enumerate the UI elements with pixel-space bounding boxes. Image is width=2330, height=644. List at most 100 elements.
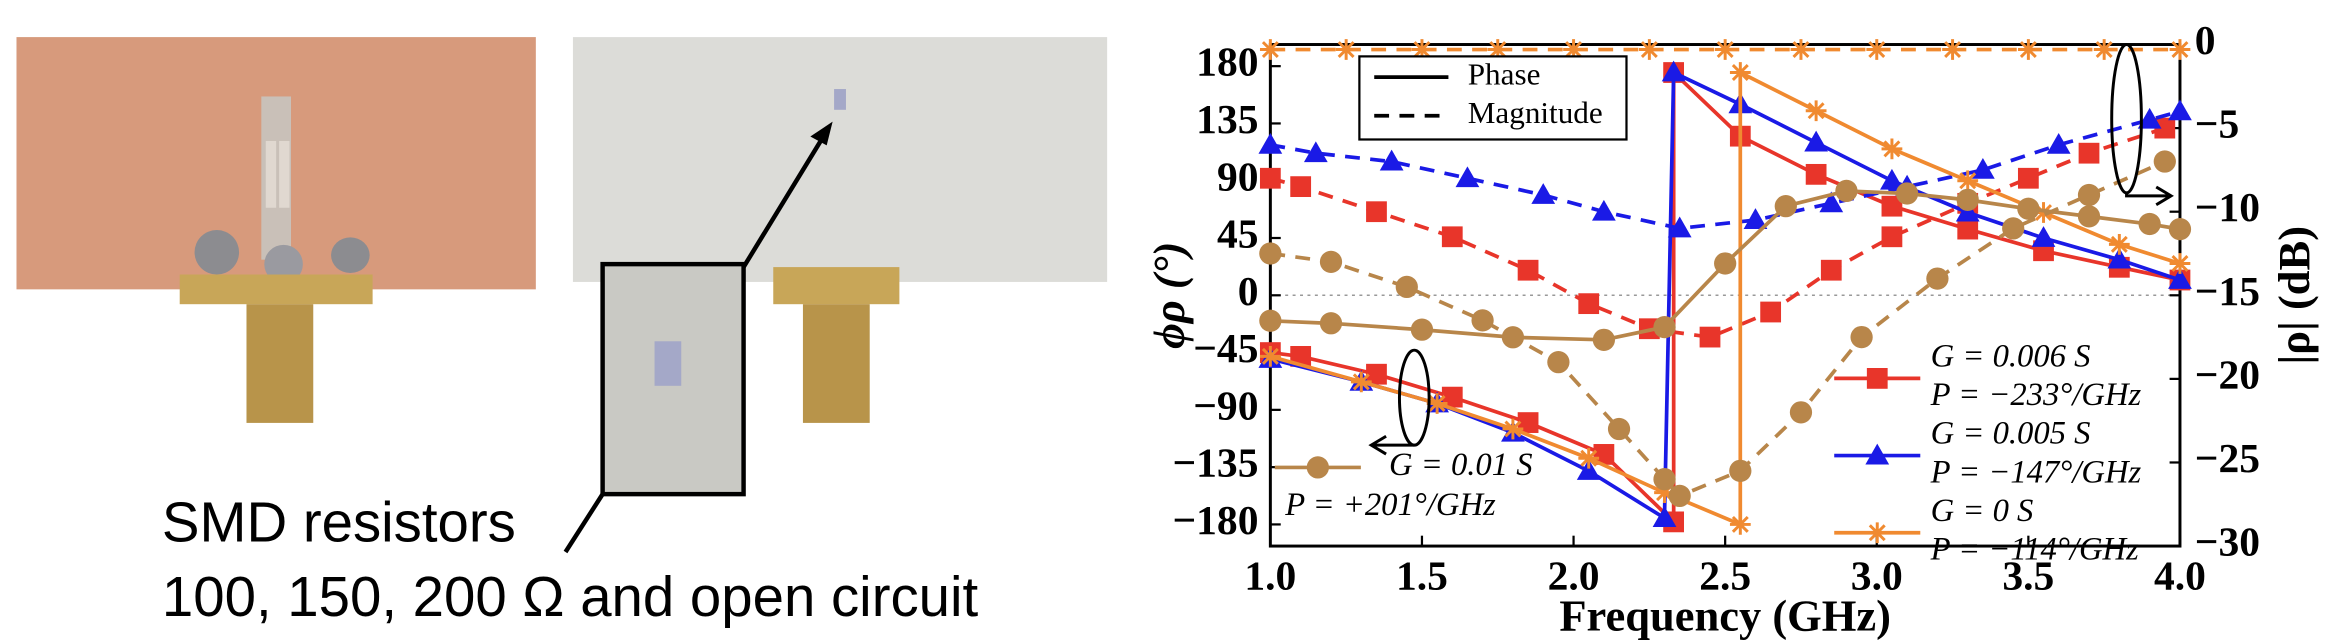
legend-box [1358, 55, 1628, 141]
photo-caption: 100, 150, 200 Ω and open circuit [162, 565, 979, 628]
marker [1866, 368, 1888, 389]
series-note: P = −233°/GHz [1930, 377, 2142, 413]
marker [1804, 130, 1828, 152]
marker [1366, 201, 1387, 223]
marker [2168, 99, 2192, 121]
y-tick-label: 180 [1196, 39, 1258, 85]
y-tick-label: 45 [1217, 211, 1259, 257]
y-tick-label: 0 [1238, 268, 1259, 314]
marker [2031, 226, 2056, 247]
marker [2153, 150, 2176, 173]
x-tick-label: 1.0 [1244, 553, 1296, 599]
series-note: P = +201°/GHz [1284, 487, 1496, 523]
marker [1820, 259, 1842, 281]
marker [1668, 484, 1691, 508]
marker [1303, 141, 1328, 163]
y-tick-label: −180 [1173, 497, 1259, 543]
marker [1487, 39, 1509, 60]
y-tick-label: 135 [1196, 96, 1258, 142]
series-name: G = 0.01 S [1389, 447, 1532, 483]
marker [1743, 208, 1768, 229]
marker [1789, 401, 1813, 424]
photo-caption: SMD resistors [162, 491, 516, 554]
legend-label: Magnitude [1468, 95, 1603, 130]
marker [2108, 233, 2130, 255]
x-tick-label: 4.0 [2154, 553, 2206, 599]
marker [1319, 312, 1343, 335]
marker [1335, 39, 1357, 60]
y2-tick-label: −10 [2195, 184, 2260, 230]
marker [1306, 456, 1329, 479]
y-tick-label: 90 [1217, 153, 1259, 199]
y2-tick-label: −15 [2195, 268, 2260, 314]
axis-arrow [2125, 185, 2174, 207]
y-tick-label: −90 [1193, 382, 1258, 428]
y-tick-label: −45 [1193, 325, 1258, 371]
marker [2077, 205, 2101, 228]
marker [1455, 166, 1480, 188]
marker [1411, 39, 1433, 60]
x-tick-label: 3.5 [2002, 553, 2054, 599]
series-line [1269, 126, 2166, 340]
marker [1259, 167, 1281, 189]
y2-tick-label: −20 [2195, 351, 2260, 397]
x-axis-label: Frequency (GHz) [1559, 590, 1891, 640]
marker [1652, 506, 1677, 527]
marker [1563, 39, 1584, 60]
marker [1729, 62, 1751, 83]
chart: 1.0 1.5 2.0 2.5 3.0 3.5 4.0 −180 −135 −90 −45 0 45 90… [1144, 17, 2319, 640]
marker [1850, 325, 1873, 349]
series-note: P = −114°/GHz [1930, 531, 2139, 567]
marker [1259, 346, 1281, 367]
axis-indicator [2110, 43, 2143, 195]
series-name: G = 0 S [1931, 493, 2034, 529]
marker [1699, 326, 1721, 348]
marker [1517, 259, 1539, 281]
marker [1366, 363, 1387, 385]
marker [1729, 459, 1752, 482]
marker [1319, 250, 1343, 273]
marker [1760, 301, 1782, 323]
marker [1547, 351, 1570, 374]
marker [2168, 268, 2192, 289]
series-name: G = 0.006 S [1931, 339, 2091, 375]
marker [1714, 39, 1736, 60]
marker [1866, 39, 1888, 60]
marker [1667, 216, 1692, 238]
marker [1578, 447, 1600, 469]
y2-tick-label: −5 [2195, 101, 2239, 147]
x-tick-label: 1.5 [1396, 553, 1448, 599]
marker [1805, 163, 1827, 185]
marker [1942, 39, 1963, 60]
marker [1259, 309, 1282, 332]
marker [1653, 468, 1676, 491]
marker [1592, 328, 1616, 351]
marker [2017, 197, 2040, 220]
marker [2017, 167, 2039, 189]
marker [1592, 199, 1616, 221]
marker [1866, 522, 1888, 544]
marker [1531, 183, 1556, 204]
marker [1956, 188, 1979, 211]
photo-pcb [16, 37, 1108, 554]
series-line [1270, 109, 2181, 231]
marker [1607, 417, 1631, 441]
marker [1576, 459, 1601, 480]
marker [2168, 217, 2192, 241]
marker [2002, 217, 2025, 240]
marker [2078, 142, 2100, 164]
marker [1774, 195, 1797, 218]
marker [2107, 247, 2132, 269]
marker [1290, 176, 1312, 198]
marker [1880, 168, 1904, 190]
marker [1578, 293, 1600, 315]
legend-label: Phase [1468, 56, 1541, 91]
y-axis-label: ϕρ (°) [1144, 242, 1194, 349]
marker [2077, 183, 2101, 207]
marker [1957, 170, 1979, 192]
marker [1926, 267, 1949, 290]
marker [1957, 218, 1979, 240]
x-tick-label: 2.0 [1548, 553, 1600, 599]
marker [1426, 393, 1448, 414]
